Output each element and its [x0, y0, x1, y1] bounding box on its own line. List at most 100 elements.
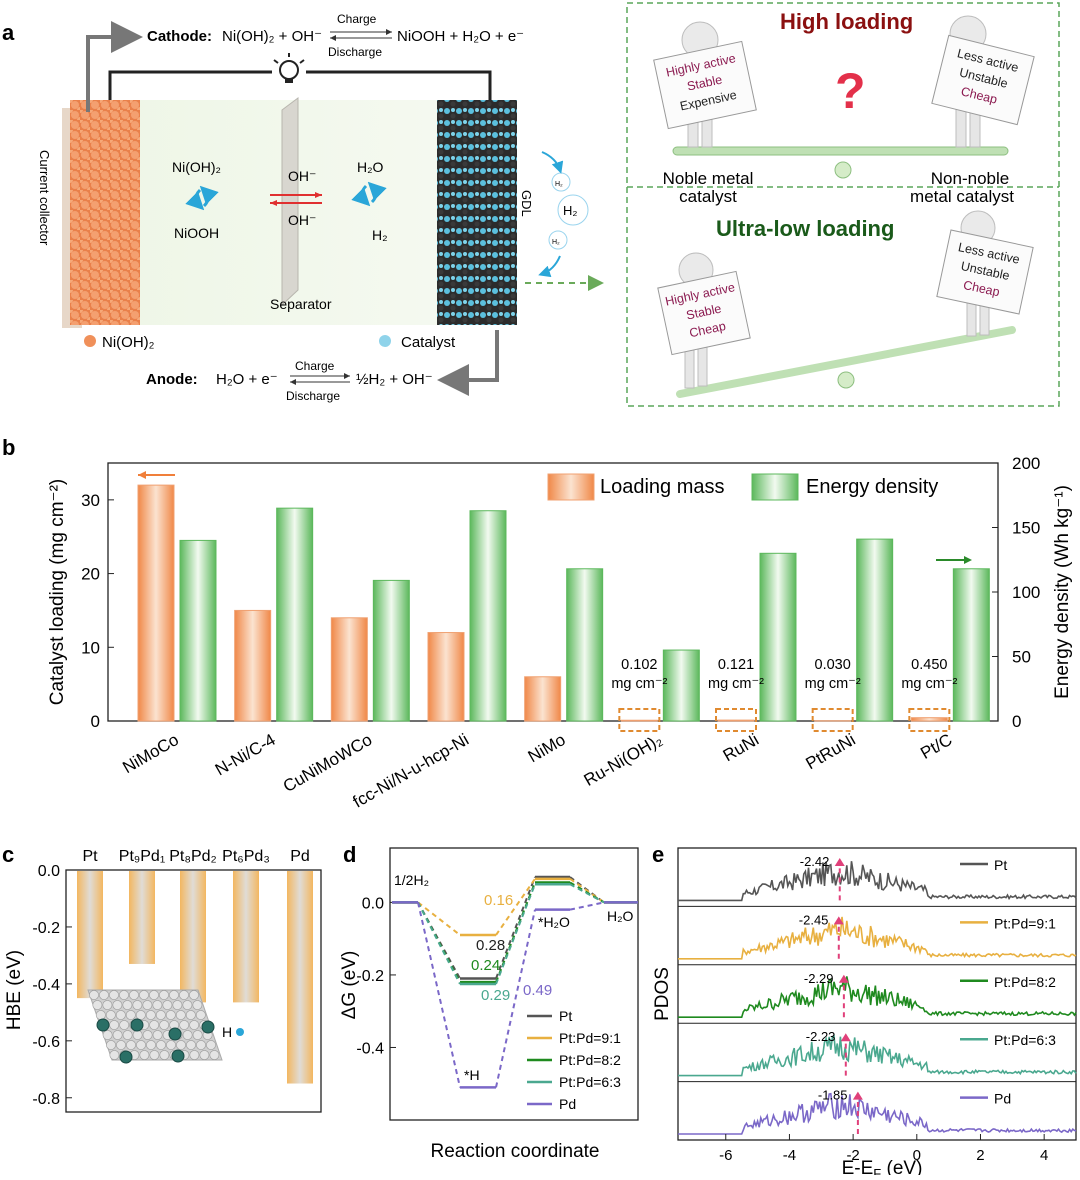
pt-atom [103, 1000, 112, 1009]
hbe-bar [129, 871, 155, 964]
right-axis-title: Energy density (Wh kg⁻¹) [1052, 485, 1073, 699]
d-band-center-label: -2.42 [800, 854, 830, 869]
slab-inset: H [88, 990, 244, 1063]
pd-atom [169, 1028, 181, 1040]
pt-atom [133, 1030, 142, 1039]
pt-atom [103, 1030, 112, 1039]
question-mark: ? [835, 63, 866, 119]
gdl-label: GDL [519, 190, 534, 217]
pt-atom [110, 1050, 119, 1059]
dg-connector [418, 902, 460, 984]
pt-atom [183, 1000, 192, 1009]
pt-atom [190, 1020, 199, 1029]
chart-e-frame [678, 848, 1076, 1140]
anode-label: Anode: [146, 371, 198, 388]
pt-atom [160, 1020, 169, 1029]
pt-atom [129, 990, 138, 999]
d-band-center-arrowhead [841, 1033, 851, 1041]
pdos-x-tick-label: -6 [719, 1147, 732, 1164]
cathode-reactants: Ni(OH)₂ + OH⁻ [222, 28, 322, 45]
pt-atom [96, 1010, 105, 1019]
pt-atom [159, 990, 168, 999]
loading-value-label: 0.450 [911, 657, 947, 673]
loading-bar [138, 485, 174, 721]
h2-bubble-small-1: H₂ [555, 181, 563, 188]
loading-unit-label: mg cm⁻² [708, 676, 764, 692]
pt-atom [139, 990, 148, 999]
panel-b-letter: b [2, 435, 15, 460]
category-label: PtRuNi [803, 730, 859, 773]
equilibrium-arrows-icon [330, 29, 392, 41]
hbe-category-label: Pt₆Pd₃ [222, 848, 270, 865]
dg-axis-tick-label: -0.2 [356, 968, 384, 985]
pt-atom [116, 1010, 125, 1019]
loading-bar [235, 610, 271, 721]
hbe-bar [77, 871, 103, 998]
pt-atom [140, 1050, 149, 1059]
energy-049-label: 0.49 [523, 982, 552, 999]
pt-atom [110, 1020, 119, 1029]
pt-atom [123, 1000, 132, 1009]
left-axis-tick-label: 0 [91, 712, 100, 731]
legend-catalyst-icon [379, 335, 391, 347]
pdos-x-tick-label: 4 [1040, 1147, 1048, 1164]
pt-atom [136, 1010, 145, 1019]
low-loading-highlight [813, 709, 853, 731]
pt-atom [133, 1000, 142, 1009]
pt-atom [183, 1030, 192, 1039]
energy-bar [180, 540, 216, 721]
pd-atom [131, 1019, 143, 1031]
oh-top: OH⁻ [288, 168, 316, 184]
loading-unit-label: mg cm⁻² [901, 676, 957, 692]
panel-a-letter: a [2, 20, 15, 45]
right-axis-tick-label: 200 [1012, 454, 1040, 473]
right-axis-tick-label: 150 [1012, 519, 1040, 538]
energy-bar [760, 553, 796, 721]
pdos-trace [678, 861, 1076, 900]
sign-noble-top: Highly active Stable Expensive [654, 41, 757, 128]
pdos-legend-label: Pt [994, 857, 1007, 873]
hbe-category-label: Pt [82, 848, 98, 865]
cathode-label: Cathode: [147, 28, 212, 45]
noble-line2: catalyst [679, 187, 737, 206]
pdos-legend-label: Pd [994, 1091, 1011, 1107]
state-h-label: *H [464, 1067, 480, 1083]
state-start-label: 1/2H₂ [394, 872, 429, 888]
h2-bubbles: H₂ H₂ H₂ [542, 152, 588, 274]
legend-catalyst: Catalyst [401, 334, 456, 351]
pt-atom [126, 1010, 135, 1019]
h2-species: H₂ [372, 227, 388, 243]
pt-atom [163, 1000, 172, 1009]
loading-unit-label: mg cm⁻² [805, 676, 861, 692]
category-label: RuNi [720, 730, 762, 765]
pd-atom [202, 1021, 214, 1033]
separator [282, 98, 298, 305]
legend-energy-swatch [752, 474, 798, 500]
pt-atom [149, 990, 158, 999]
state-end-label: H₂O [607, 908, 634, 924]
energy-028-label: 0.28 [476, 937, 505, 954]
pt-atom [113, 1000, 122, 1009]
panel-a: a Current collector Separator GDL Cathod… [2, 3, 1059, 406]
pt-atom [156, 1010, 165, 1019]
dg-legend-label: Pt:Pd=8:2 [559, 1052, 621, 1068]
loading-bar [331, 618, 367, 721]
dg-legend-label: Pt:Pd=6:3 [559, 1074, 621, 1090]
energy-bar [277, 508, 313, 721]
hbe-category-label: Pt₈Pd₂ [169, 848, 217, 865]
pt-atom [166, 1040, 175, 1049]
cathode-products: NiOOH + H₂O + e⁻ [397, 28, 524, 45]
pt-atom [169, 990, 178, 999]
lightbulb-icon [274, 53, 304, 83]
pt-atom [173, 1000, 182, 1009]
noble-line1: Noble metal [663, 169, 754, 188]
h-atom-icon [236, 1028, 244, 1036]
hbe-axis-tick-label: -0.2 [32, 920, 60, 937]
pdos-legend-label: Pt:Pd=8:2 [994, 974, 1056, 990]
current-collector-label: Current collector [37, 150, 52, 246]
pt-atom [189, 990, 198, 999]
